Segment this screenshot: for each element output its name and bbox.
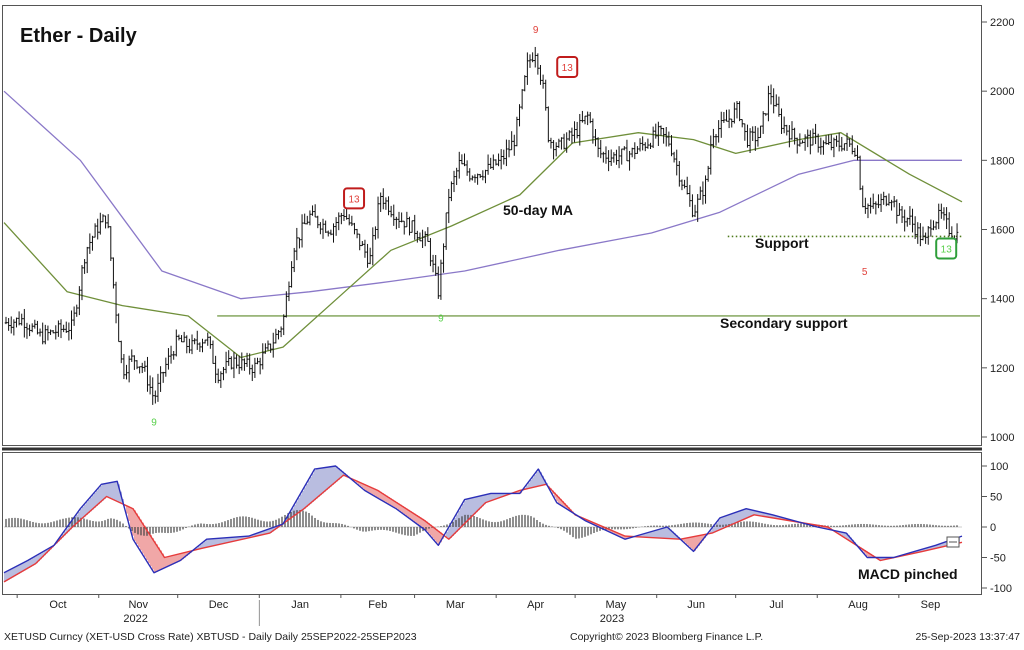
ma200-line: [3, 90, 962, 300]
x-axis: Oct Nov Dec Jan Feb Mar Apr May Jun Jul Aug Sep 2022…: [16, 594, 941, 626]
ma50-line: [3, 132, 963, 359]
td-box: [556, 55, 579, 78]
td-sequential-markers: 13 13 13 9 9 9 5: [151, 25, 958, 428]
price-tick-label: 2200: [990, 17, 1014, 29]
support-label: Support: [755, 235, 809, 251]
month-label: May: [606, 599, 627, 611]
month-label: Jan: [291, 599, 309, 611]
month-label: Dec: [209, 599, 229, 611]
footer-source: XETUSD Curncy (XET-USD Cross Rate) XBTUS…: [4, 631, 417, 643]
td-box: [343, 187, 366, 210]
price-y-axis: 1000 1200 1400 1600 1800 2000 2200: [981, 17, 1014, 444]
td-count-label: 9: [151, 417, 157, 428]
month-label: Aug: [848, 599, 868, 611]
support-levels: [217, 235, 980, 317]
price-panel-frame: [2, 5, 982, 446]
signal-line: [3, 474, 963, 583]
secondary-support-label: Secondary support: [720, 315, 848, 331]
macd-label: MACD pinched: [858, 566, 958, 582]
macd-tick-label: 50: [990, 492, 1002, 504]
month-label: Feb: [368, 599, 387, 611]
month-label: Jun: [687, 599, 705, 611]
ma50-path: [3, 132, 963, 359]
price-tick-label: 1200: [990, 363, 1014, 375]
td-box: [935, 237, 958, 260]
footer-copyright: Copyright© 2023 Bloomberg Finance L.P.: [570, 631, 763, 643]
month-label: Nov: [128, 599, 148, 611]
month-label: Jul: [769, 599, 783, 611]
year-label: 2023: [600, 613, 624, 625]
month-label: Apr: [527, 599, 544, 611]
td-count-label: 5: [862, 267, 868, 278]
chart-title: Ether - Daily: [20, 25, 138, 47]
td-count-label: 9: [438, 314, 444, 325]
price-tick-label: 1800: [990, 155, 1014, 167]
td-count-label: 13: [941, 245, 953, 256]
price-tick-label: 1400: [990, 294, 1014, 306]
td-count-label: 9: [533, 25, 539, 36]
td-count-label: 13: [348, 194, 360, 205]
month-label: Sep: [921, 599, 941, 611]
price-tick-label: 1000: [990, 432, 1014, 444]
macd-line: [3, 465, 963, 574]
price-tick-label: 1600: [990, 225, 1014, 237]
macd-tick-label: -50: [990, 553, 1006, 565]
macd-tick-label: -100: [990, 583, 1012, 595]
macd-tick-label: 0: [990, 522, 996, 534]
ma50-label: 50-day MA: [503, 202, 573, 218]
macd-tick-label: 100: [990, 461, 1008, 473]
price-tick-label: 2000: [990, 86, 1014, 98]
ma200-path: [3, 90, 962, 300]
month-label: Oct: [49, 599, 66, 611]
td-count-label: 13: [562, 63, 574, 74]
year-label: 2022: [123, 613, 147, 625]
price-bars: [4, 46, 959, 405]
macd-lines: [3, 465, 963, 583]
footer-timestamp: 25-Sep-2023 13:37:47: [915, 631, 1020, 643]
month-label: Mar: [446, 599, 465, 611]
